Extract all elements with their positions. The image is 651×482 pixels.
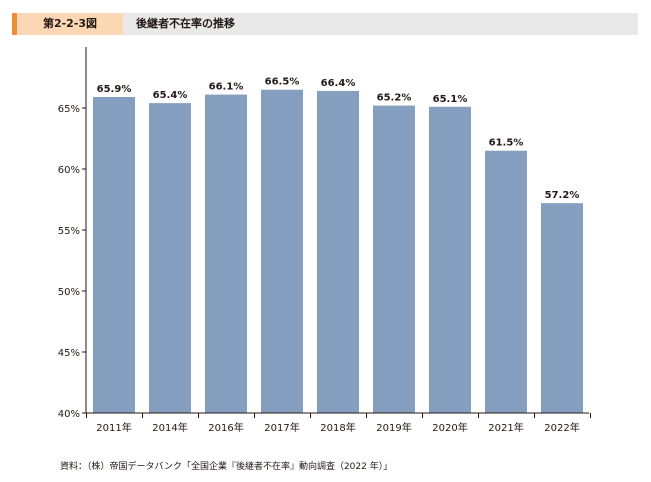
y-tick-label: 65%	[58, 104, 80, 115]
y-tick-label: 45%	[58, 348, 80, 359]
header-accent-bar	[12, 13, 17, 35]
x-tick-label: 2020年	[432, 421, 467, 434]
bar	[429, 106, 471, 413]
data-label: 66.1%	[209, 82, 244, 93]
bar	[149, 103, 191, 414]
y-tick-label: 50%	[58, 287, 80, 298]
bar	[261, 89, 303, 413]
x-tick-label: 2022年	[544, 421, 579, 434]
data-label: 65.2%	[377, 93, 412, 104]
y-tick-label: 40%	[58, 409, 80, 420]
data-label: 57.2%	[545, 190, 580, 201]
source-note: 資料：（株）帝国データバンク「全国企業『後継者不在率』動向調査（2022 年）」	[60, 462, 393, 472]
bar	[93, 97, 135, 414]
x-tick-label: 2019年	[376, 421, 411, 434]
data-label: 65.1%	[433, 94, 468, 105]
bar	[373, 105, 415, 413]
data-label: 65.9%	[97, 84, 132, 95]
bar	[485, 150, 527, 413]
figure-title: 後継者不在率の推移	[136, 17, 235, 30]
bar	[205, 94, 247, 413]
data-label: 66.4%	[321, 78, 356, 89]
data-label: 61.5%	[489, 138, 524, 149]
x-tick-label: 2011年	[96, 421, 131, 434]
data-label: 66.5%	[265, 77, 300, 88]
y-tick-label: 55%	[58, 226, 80, 237]
figure-header: 第2-2-3図 後継者不在率の推移	[12, 13, 638, 35]
figure-number: 第2-2-3図	[17, 13, 123, 35]
x-tick-label: 2017年	[264, 421, 299, 434]
x-tick-label: 2018年	[320, 421, 355, 434]
y-tick-label: 60%	[58, 165, 80, 176]
x-tick-label: 2014年	[152, 421, 187, 434]
x-tick-label: 2016年	[208, 421, 243, 434]
bar	[541, 203, 583, 413]
bar	[317, 90, 359, 414]
x-tick-label: 2021年	[488, 421, 523, 434]
data-label: 65.4%	[153, 90, 188, 101]
